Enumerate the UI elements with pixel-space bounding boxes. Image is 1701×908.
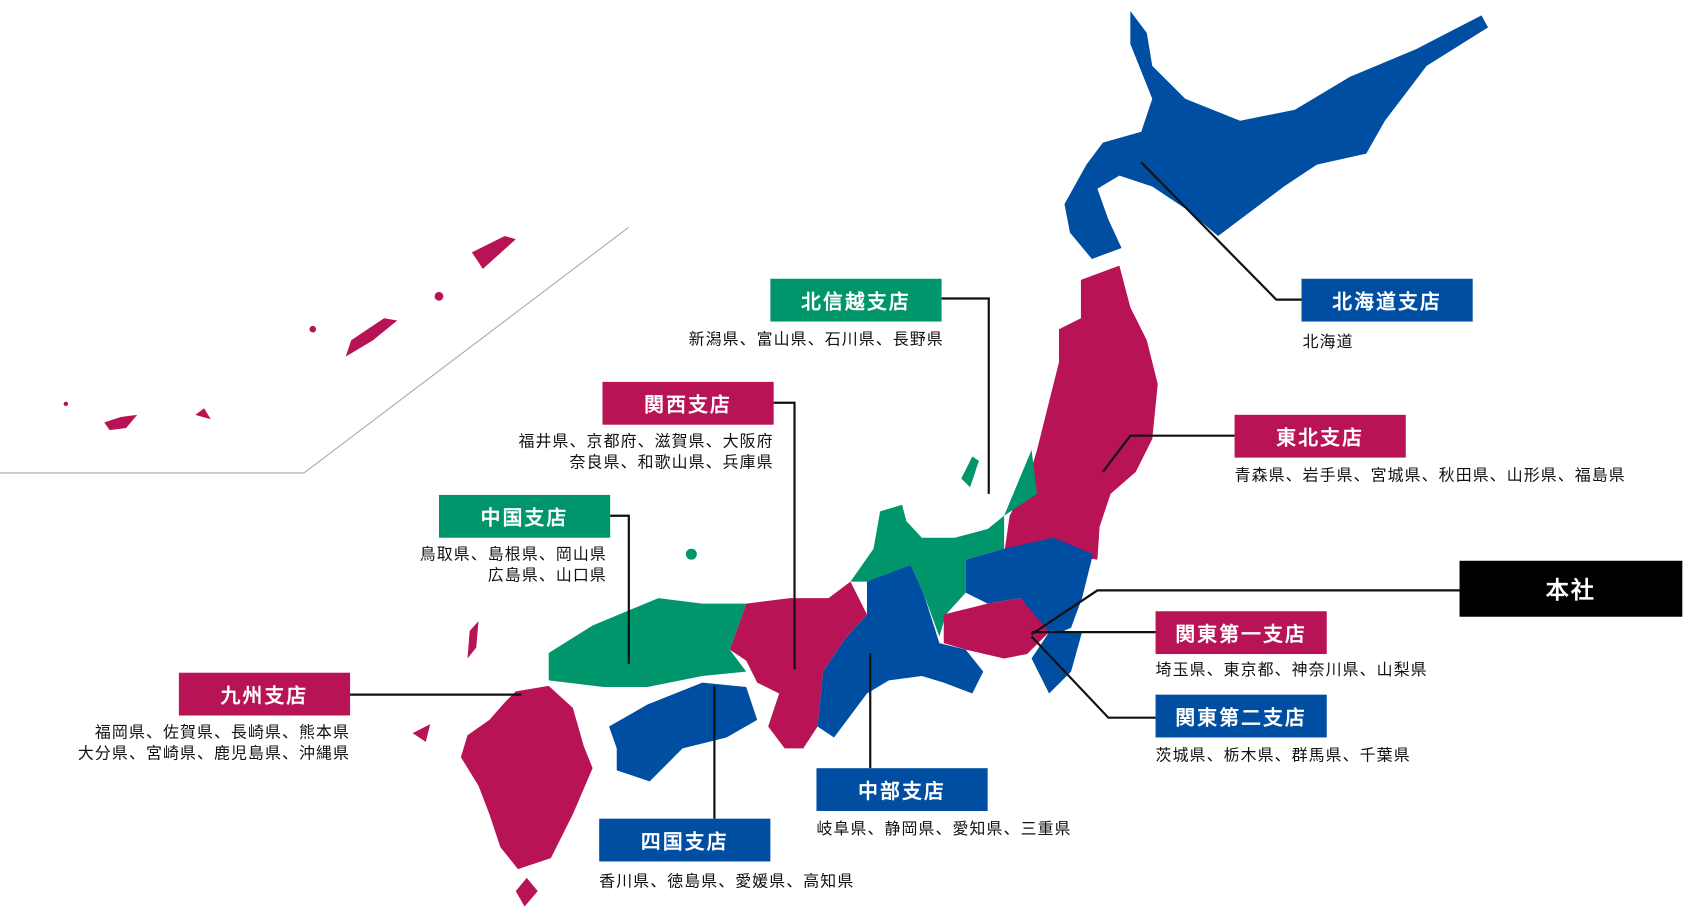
- branch-label-kyushu: 九州支店: [178, 672, 351, 716]
- prefs-line: 福井県、京都府、滋賀県、大阪府: [518, 433, 774, 452]
- branch-label-chubu: 中部支店: [816, 768, 988, 811]
- branch-prefs-hokushinetsu: 新潟県、富山県、石川県、長野県: [688, 331, 944, 349]
- prefs-line: 鳥取県、島根県、岡山県: [419, 546, 607, 565]
- region-hokushinetsu: [685, 449, 1038, 637]
- branch-label-shikoku: 四国支店: [599, 818, 771, 862]
- region-hokkaido: [1064, 10, 1489, 259]
- branch-prefs-kanto2: 茨城県、栃木県、群馬県、千葉県: [1155, 747, 1411, 765]
- branch-label-hokushinetsu: 北信越支店: [770, 278, 942, 322]
- prefs-line: 奈良県、和歌山県、兵庫県: [569, 454, 774, 472]
- branch-label-kanto1: 関東第一支店: [1155, 611, 1327, 655]
- prefs-line: 広島県、山口県: [487, 567, 607, 585]
- leader-lines: [350, 161, 1460, 819]
- branch-prefs-chubu: 岐阜県、静岡県、愛知県、三重県: [816, 820, 1072, 839]
- branch-prefs-kansai: 福井県、京都府、滋賀県、大阪府奈良県、和歌山県、兵庫県: [519, 432, 774, 474]
- region-tohoku: [1004, 265, 1158, 560]
- region-kyushu-okinawa: [63, 235, 593, 907]
- branch-label-tohoku: 東北支店: [1234, 414, 1406, 458]
- prefs-line: 福岡県、佐賀県、長崎県、熊本県: [94, 724, 351, 742]
- hq-label: 本社: [1459, 560, 1683, 617]
- branch-prefs-kanto1: 埼玉県、東京都、神奈川県、山梨県: [1155, 661, 1428, 680]
- region-chugoku: [548, 598, 747, 687]
- branch-prefs-hokkaido: 北海道: [1302, 333, 1354, 352]
- branch-prefs-tohoku: 青森県、岩手県、宮城県、秋田県、山形県、福島県: [1234, 467, 1626, 486]
- region-kanto1: [943, 598, 1050, 659]
- region-shikoku: [609, 682, 758, 782]
- okinawa-inset-divider: [0, 226, 630, 474]
- branch-prefs-shikoku: 香川県、徳島県、愛媛県、高知県: [599, 873, 855, 892]
- branch-prefs-chugoku: 鳥取県、島根県、岡山県広島県、山口県: [420, 545, 607, 587]
- region-chubu: [817, 565, 984, 738]
- prefs-line: 大分県、宮崎県、鹿児島県、沖縄県: [77, 745, 351, 763]
- branch-label-kanto2: 関東第二支店: [1155, 694, 1327, 738]
- branch-label-kansai: 関西支店: [602, 381, 774, 425]
- branch-label-hokkaido: 北海道支店: [1301, 278, 1473, 322]
- branch-prefs-kyushu: 福岡県、佐賀県、長崎県、熊本県大分県、宮崎県、鹿児島県、沖縄県: [78, 723, 350, 765]
- region-kansai: [729, 581, 867, 749]
- branch-label-chugoku: 中国支店: [438, 494, 611, 538]
